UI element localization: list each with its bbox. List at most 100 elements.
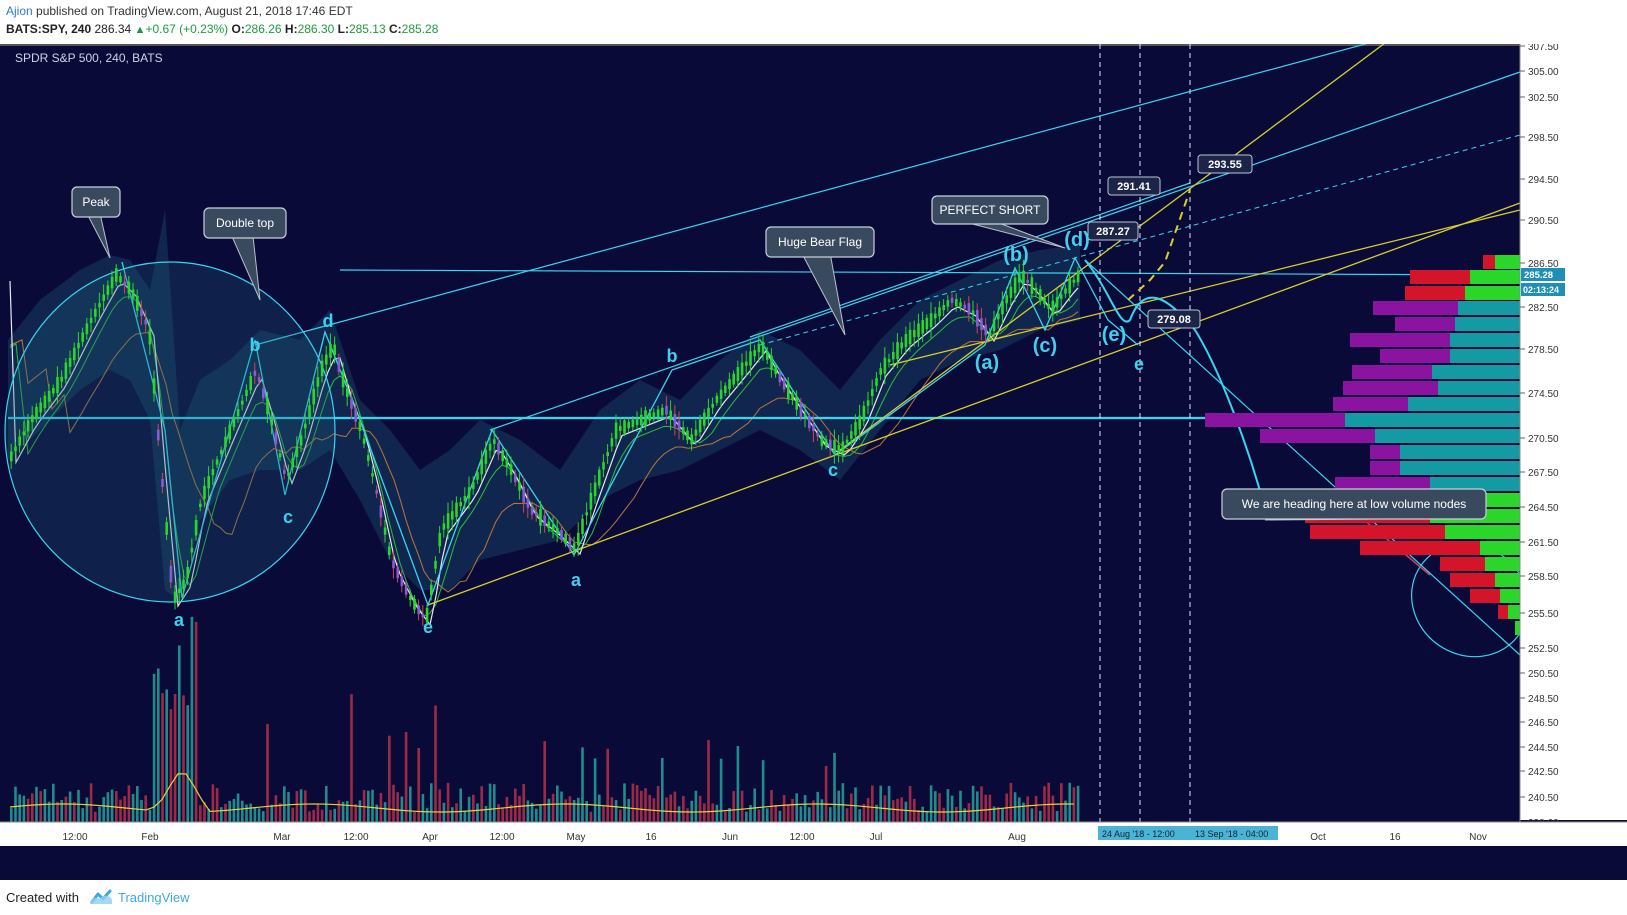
profile-bar-secondary [1343, 381, 1438, 395]
volume-bar [22, 795, 26, 822]
double-top-callout-pointer [232, 237, 261, 301]
candle-body [85, 323, 89, 335]
candle-body [560, 529, 563, 540]
volume-bar [194, 621, 198, 822]
chart-area[interactable]: Peak Double top Huge Bear Flag PERFECT SHOR… [0, 39, 1627, 880]
volume-bar [434, 705, 437, 822]
volume-bar [593, 758, 597, 822]
volume-bar [934, 791, 937, 822]
drawing-lines [4, 39, 1530, 822]
profile-bar-primary [1450, 349, 1520, 363]
candle-body [480, 458, 483, 475]
candle-body [1039, 289, 1042, 302]
volume-bar [887, 785, 891, 822]
candle-body [18, 436, 21, 446]
volume-bar [661, 757, 664, 822]
volume-bar [509, 804, 513, 822]
time-axis[interactable] [0, 822, 1627, 846]
volume-bar [845, 808, 849, 822]
volume-bar [81, 808, 84, 822]
candle-body [52, 387, 55, 394]
candle-body [829, 439, 832, 450]
tradingview-link[interactable]: TradingView [118, 890, 190, 905]
candle-body [971, 310, 975, 315]
profile-bar-primary [1438, 381, 1520, 395]
candle-body [127, 281, 131, 294]
symbol-interval: BATS:SPY, 240 [6, 22, 92, 36]
candle-body [404, 584, 408, 595]
volume-bar [992, 806, 996, 822]
channel-line-3 [749, 182, 1191, 338]
volume-bar [610, 797, 614, 822]
price-axis[interactable] [1520, 44, 1627, 820]
volume-bar [841, 783, 845, 822]
volume-bar [589, 811, 593, 822]
candle-body [1001, 301, 1004, 315]
volume-bar [1064, 800, 1067, 822]
volume-bar [320, 809, 324, 822]
volume-bar [950, 795, 954, 822]
candle-body [917, 323, 920, 337]
price-tick-label: 270.50 [1528, 434, 1559, 445]
volume-bar [560, 791, 563, 822]
candle-body [161, 478, 164, 488]
range-end-label: 13 Sep '18 - 04:00 [1195, 829, 1268, 839]
candle-body [304, 423, 307, 429]
candle-body [333, 344, 336, 356]
price-tick-label: 240.50 [1528, 793, 1559, 804]
profile-bar-primary [1495, 573, 1520, 587]
volume-bar [976, 791, 979, 822]
candle-body [808, 415, 811, 429]
candle-body [39, 402, 42, 413]
candle-body [812, 425, 815, 432]
price-tick-label: 290.50 [1528, 216, 1559, 227]
profile-bar-primary [1450, 333, 1520, 347]
chart-svg[interactable]: Peak Double top Huge Bear Flag PERFECT SHOR… [0, 39, 1627, 880]
last-price: 286.34 [94, 22, 132, 36]
candle-body [551, 524, 555, 531]
volume-bar [732, 791, 735, 822]
candle-body [1043, 297, 1046, 304]
candle-body [749, 351, 752, 366]
volume-bar [753, 788, 756, 822]
candle-body [568, 537, 572, 549]
volume-bar [1022, 802, 1025, 822]
candle-body [451, 511, 454, 520]
time-tick-label: Nov [1469, 832, 1487, 843]
author-link[interactable]: Ajion [6, 4, 33, 18]
volume-bar [892, 800, 895, 822]
volume-bar [207, 808, 210, 822]
candle-body [619, 425, 622, 431]
candle-body [173, 591, 177, 603]
volume-bar [631, 783, 635, 822]
volume-bar [980, 786, 983, 822]
volume-bar [493, 784, 496, 822]
price-badge-293-text: 293.55 [1208, 159, 1242, 171]
volume-bar [329, 809, 332, 822]
tradingview-logo-icon [90, 889, 112, 904]
profile-bar-primary [1500, 589, 1520, 603]
volume-bar [123, 796, 126, 822]
volume-bar [1018, 797, 1021, 822]
candle-body [31, 415, 34, 423]
price-tick-label: 278.50 [1528, 345, 1559, 356]
volume-bar [350, 694, 353, 822]
candle-body [976, 310, 979, 327]
forecast-curve [1084, 259, 1269, 521]
candle-body [199, 503, 202, 508]
profile-bar-secondary [1205, 413, 1345, 427]
price-tick-label: 286.50 [1528, 259, 1559, 270]
candle-body [257, 377, 261, 382]
candle-body [228, 424, 231, 440]
wave-label: a [571, 570, 582, 590]
volume-bar [1060, 783, 1063, 822]
candle-body [896, 342, 899, 359]
price-axis-ticks: 307.50 305.00 302.50 298.50 294.50 290.50 286.… [1520, 42, 1565, 829]
up-arrow-icon: ▲ [134, 24, 146, 36]
candle-body [463, 496, 467, 501]
profile-bar-primary [1455, 317, 1520, 331]
candle-body [598, 469, 601, 486]
time-tick-label: Aug [1008, 832, 1026, 843]
volume-bar [518, 795, 521, 822]
candle-body [963, 304, 966, 309]
